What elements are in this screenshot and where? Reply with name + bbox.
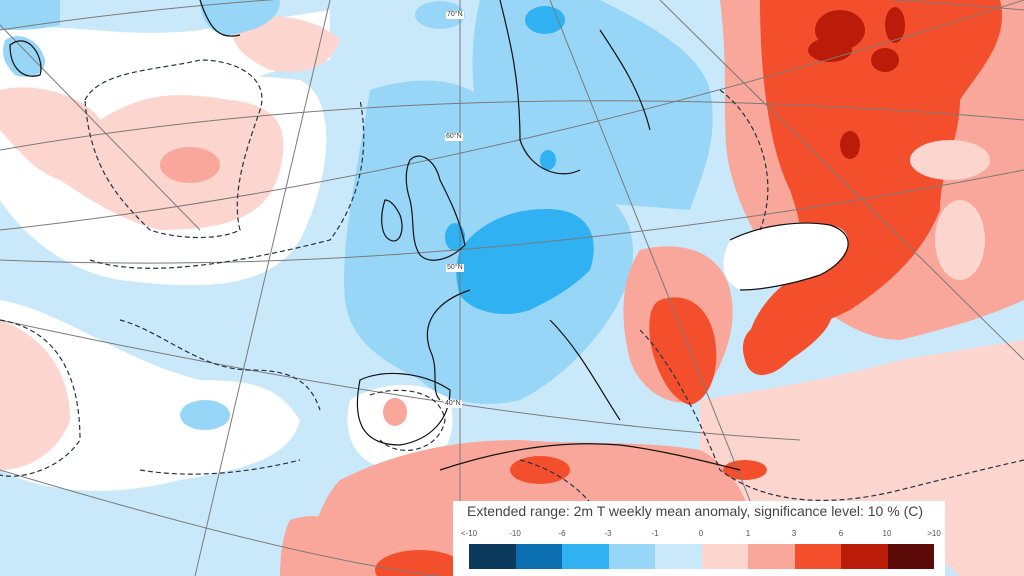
neutral-zone-iberia xyxy=(347,385,453,470)
lat-label-50: 50°N xyxy=(446,264,464,272)
legend-title: Extended range: 2m T weekly mean anomaly… xyxy=(467,503,924,519)
legend-swatch xyxy=(515,544,562,569)
legend-tick: 0 xyxy=(698,529,704,538)
lat-label-40: 40°N xyxy=(444,400,462,408)
cool-zone-greenland xyxy=(200,0,280,35)
legend-swatch xyxy=(608,544,655,569)
warm-zone-atlantic xyxy=(0,87,284,230)
legend-tick: 3 xyxy=(791,529,797,538)
legend-tick: 10 xyxy=(882,529,892,538)
legend-tick: >10 xyxy=(927,529,941,538)
lat-label-60: 60°N xyxy=(445,133,463,141)
legend-swatch xyxy=(841,544,888,569)
hot-zone-turkey xyxy=(742,296,833,375)
legend-swatch xyxy=(469,544,516,569)
legend-swatch xyxy=(655,544,702,569)
hot-zone-balkans xyxy=(649,297,717,405)
lat-label-70: 70°N xyxy=(446,11,464,19)
legend-tick: -1 xyxy=(651,529,659,538)
legend-swatch xyxy=(748,544,795,569)
warm-zone-atlantic-west xyxy=(0,320,70,470)
cold-core-central-europe xyxy=(456,209,594,315)
legend-tick: -10 xyxy=(509,529,521,538)
legend-tick: -3 xyxy=(604,529,612,538)
legend-tick: <-10 xyxy=(460,529,478,538)
legend-tick: -6 xyxy=(558,529,566,538)
neutral-zone-black-sea xyxy=(723,223,849,290)
legend-ticks: <-10 -10 -6 -3 -1 0 1 3 6 10 >10 xyxy=(453,529,945,541)
cool-zone-labrador xyxy=(3,36,46,77)
coastlines xyxy=(9,0,849,471)
legend-swatch xyxy=(701,544,748,569)
color-legend: Extended range: 2m T weekly mean anomaly… xyxy=(453,501,945,576)
cool-zone-baffin xyxy=(0,0,60,30)
legend-swatch xyxy=(887,544,934,569)
warm-zone-greenland-east xyxy=(230,16,340,72)
warm-zone-africa-west xyxy=(280,516,360,576)
legend-tick: 6 xyxy=(838,529,844,538)
legend-swatch xyxy=(562,544,609,569)
legend-tick: 1 xyxy=(745,529,751,538)
neutral-zone-atlantic-south xyxy=(0,300,300,491)
legend-swatch xyxy=(794,544,841,569)
legend-color-bar xyxy=(469,544,934,569)
